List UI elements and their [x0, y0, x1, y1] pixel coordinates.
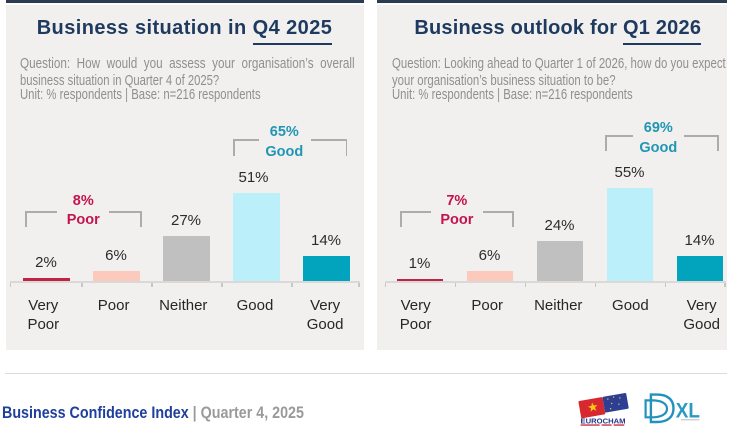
svg-text:EUROCHAM: EUROCHAM [581, 417, 626, 426]
svg-text:XL: XL [676, 399, 700, 423]
